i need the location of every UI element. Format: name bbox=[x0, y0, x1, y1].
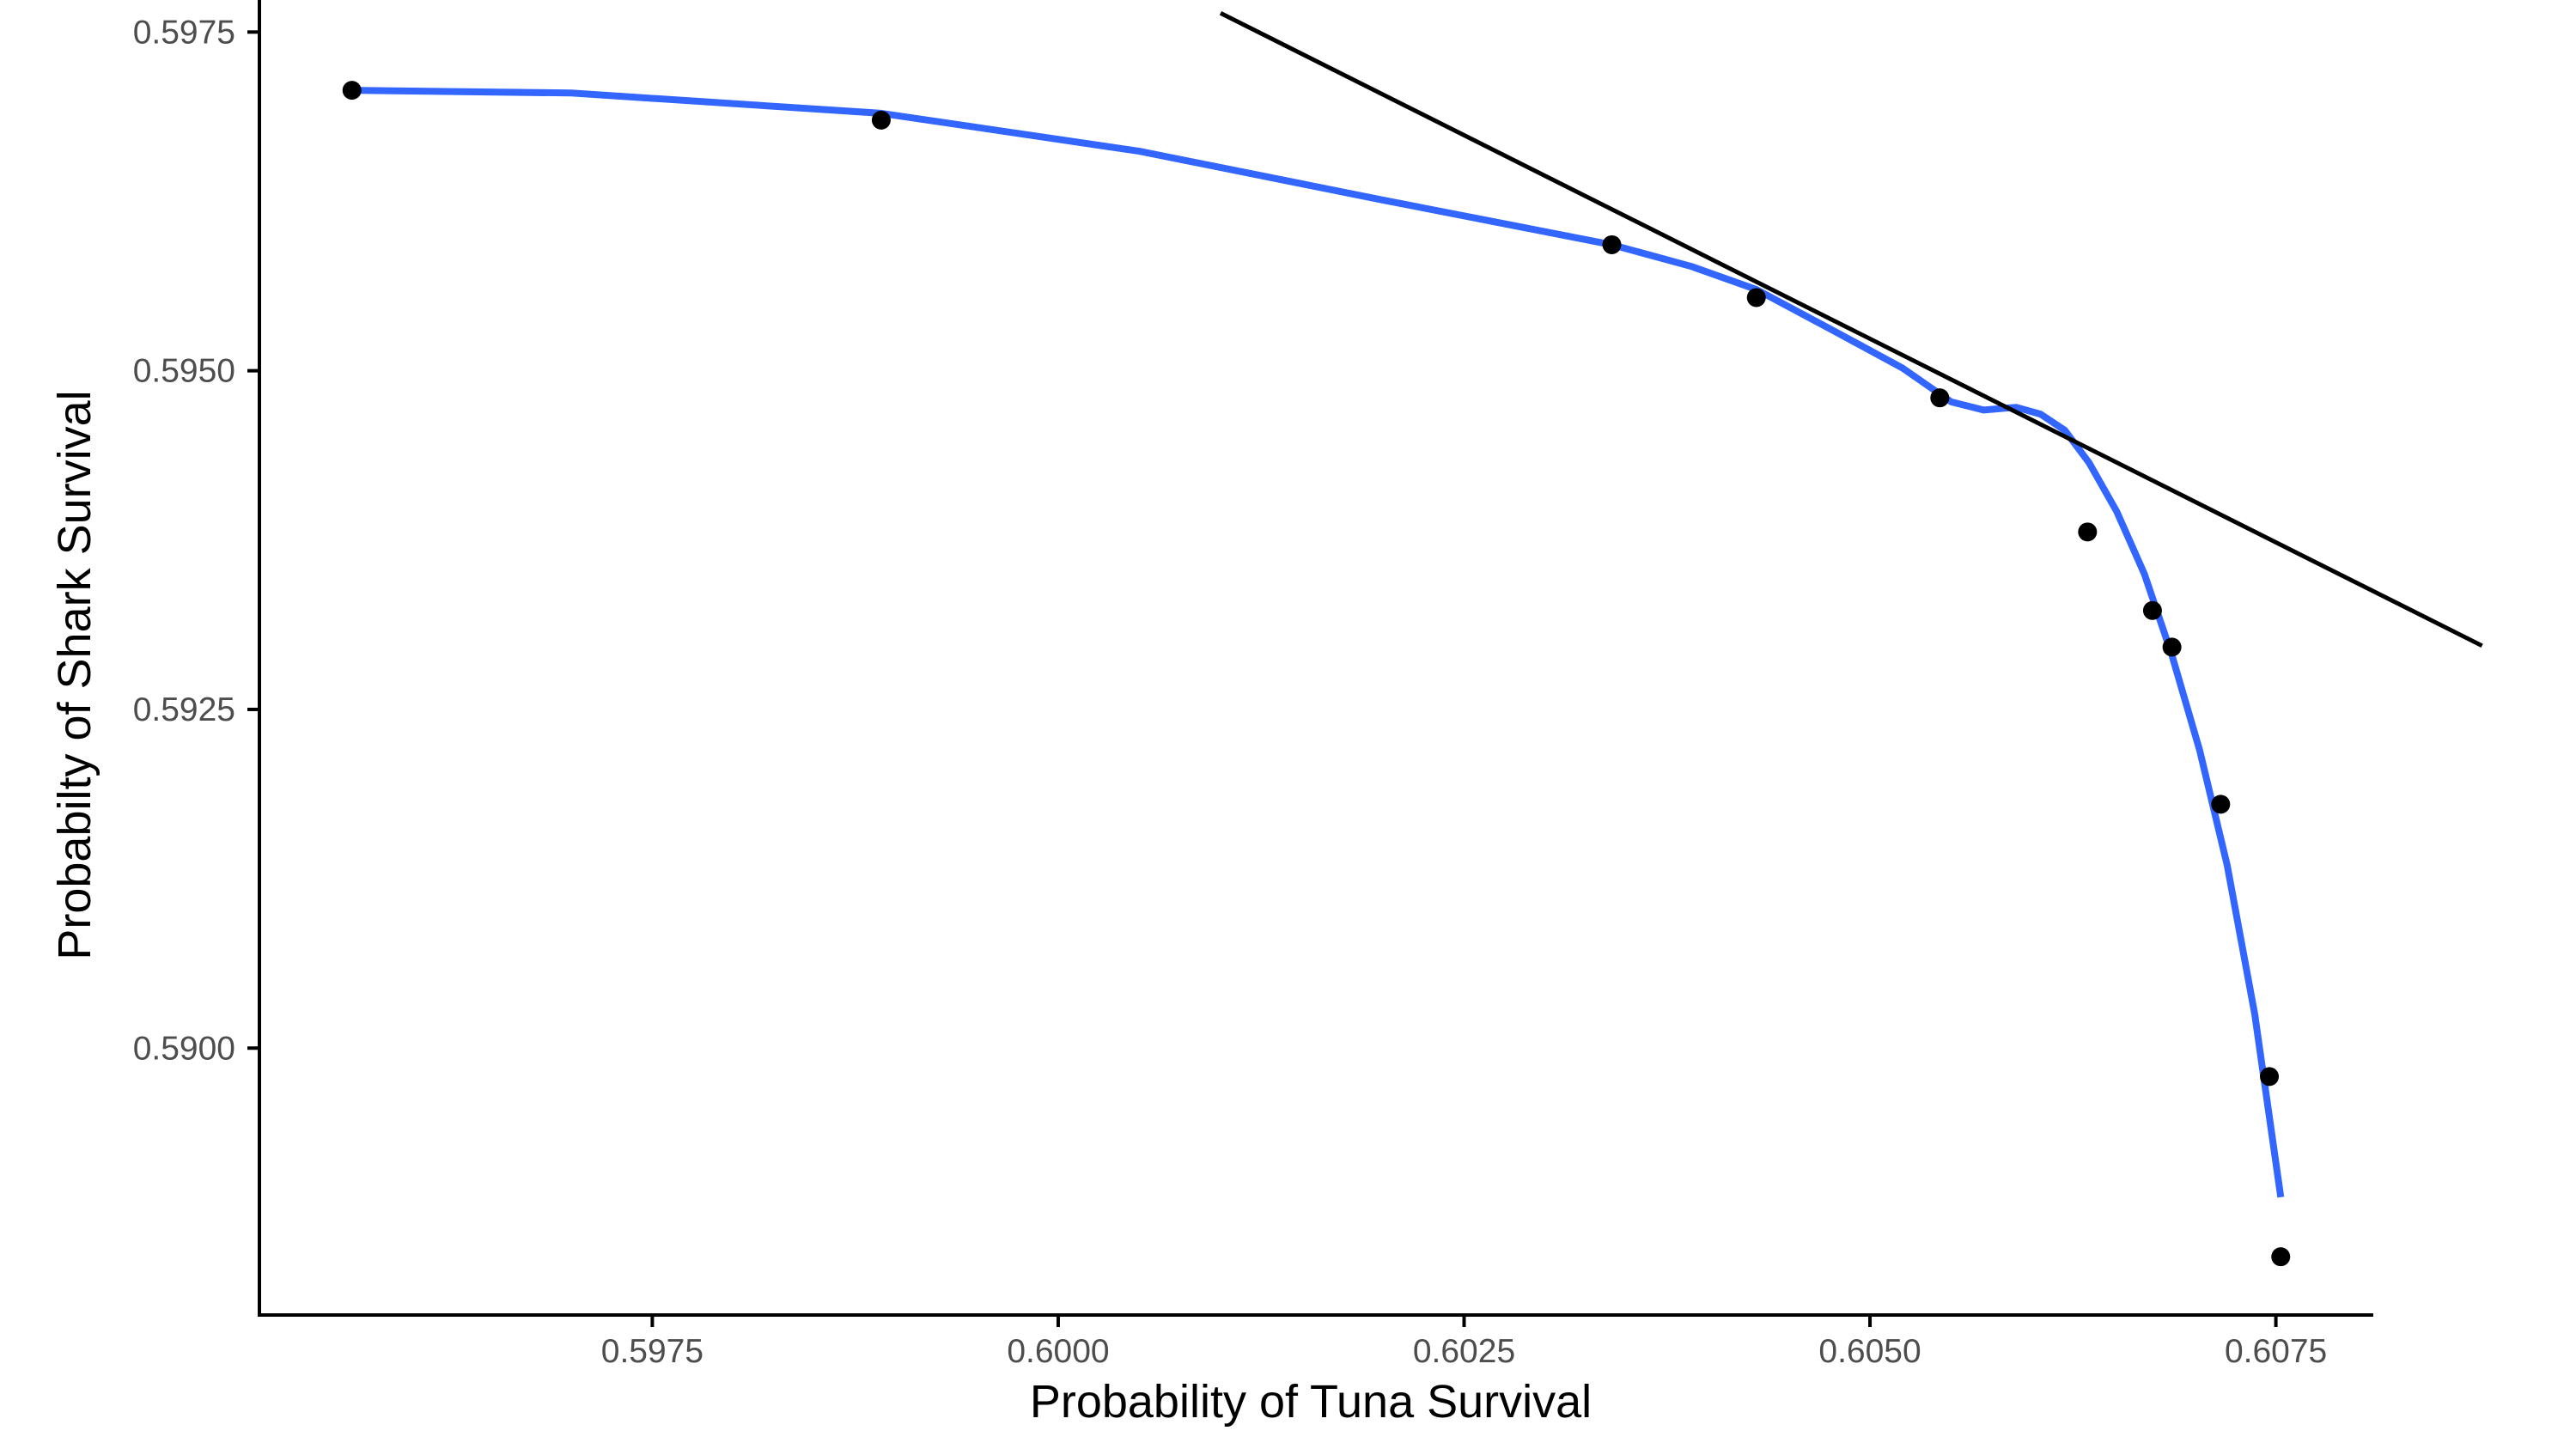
x-tick-label: 0.6075 bbox=[2225, 1333, 2327, 1370]
x-tick-label: 0.6000 bbox=[1007, 1333, 1109, 1370]
y-tick-label: 0.5950 bbox=[133, 353, 235, 390]
x-tick-label: 0.6025 bbox=[1413, 1333, 1515, 1370]
axes-layer: 0.5975 0.6000 0.6025 0.6050 0.6075 0.5900 0.59… bbox=[133, 0, 2373, 1370]
x-tick-label: 0.6050 bbox=[1818, 1333, 1921, 1370]
y-tick-label: 0.5925 bbox=[133, 691, 235, 728]
y-axis-title: Probabilty of Shark Survival bbox=[49, 390, 100, 959]
data-point bbox=[871, 110, 891, 130]
x-axis-title: Probability of Tuna Survival bbox=[1030, 1376, 1592, 1428]
lines-layer bbox=[351, 10, 2483, 1198]
points-layer bbox=[342, 81, 2291, 1267]
data-point bbox=[2142, 600, 2162, 620]
data-point bbox=[2078, 522, 2098, 542]
smooth-curve-line bbox=[351, 87, 2285, 1198]
data-point bbox=[2260, 1067, 2280, 1087]
data-point bbox=[342, 81, 362, 100]
y-tick-label: 0.5975 bbox=[133, 14, 235, 51]
tangent-line bbox=[1219, 10, 2483, 648]
x-tick-label: 0.5975 bbox=[601, 1333, 703, 1370]
data-point bbox=[1602, 234, 1622, 254]
data-point bbox=[1746, 288, 1766, 307]
data-point bbox=[1930, 388, 1950, 408]
data-point bbox=[2211, 795, 2231, 814]
y-tick-label: 0.5900 bbox=[133, 1030, 235, 1067]
data-point bbox=[2162, 637, 2182, 657]
data-point bbox=[2271, 1247, 2291, 1267]
